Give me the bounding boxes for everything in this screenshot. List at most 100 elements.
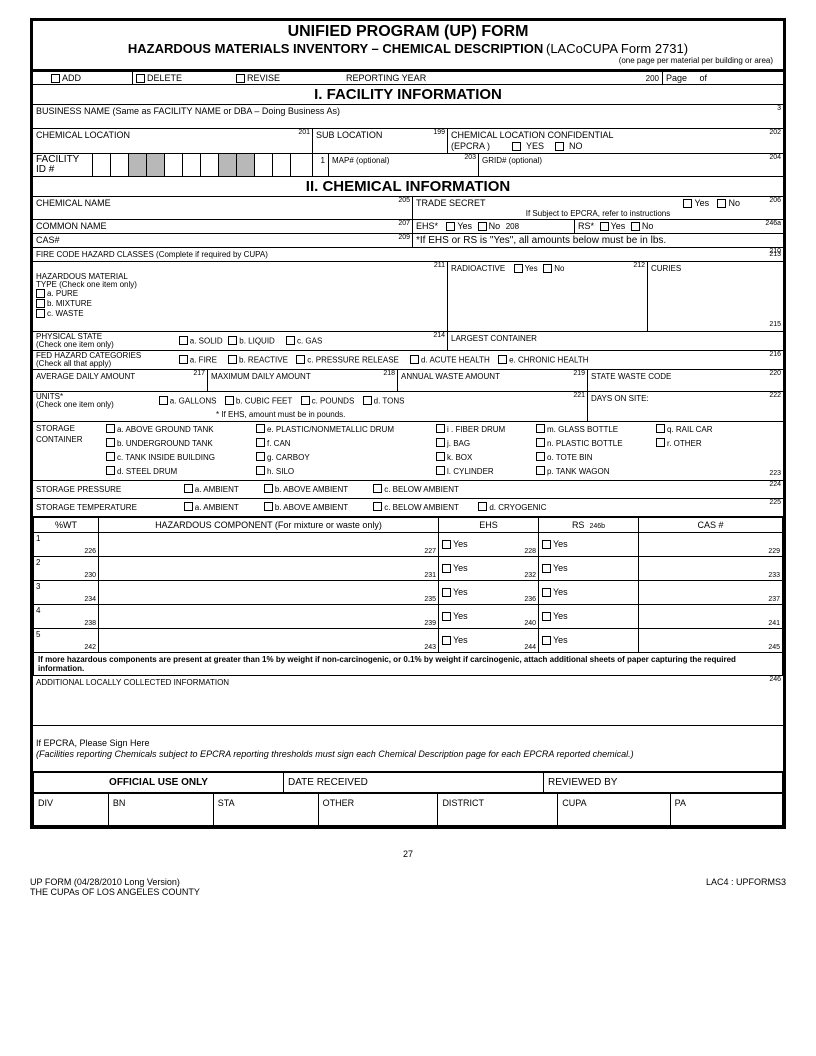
bn-cell[interactable]: BN	[108, 793, 213, 825]
confidential-field: CHEMICAL LOCATION CONFIDENTIAL (EPCRA ) …	[448, 129, 783, 153]
mixture-checkbox[interactable]	[36, 299, 45, 308]
section-2-header: II. CHEMICAL INFORMATION	[33, 177, 783, 197]
pa-cell[interactable]: PA	[670, 793, 782, 825]
cubic-checkbox[interactable]	[225, 396, 234, 405]
gallons-checkbox[interactable]	[159, 396, 168, 405]
cupa-cell[interactable]: CUPA	[558, 793, 670, 825]
radio-no-checkbox[interactable]	[543, 264, 552, 273]
comp-ehs-4-checkbox[interactable]	[442, 612, 451, 621]
col-cas: CAS #	[639, 517, 783, 532]
sc-a-checkbox[interactable]	[106, 424, 115, 433]
grid-field[interactable]: GRID# (optional)204	[479, 154, 783, 176]
solid-checkbox[interactable]	[179, 336, 188, 345]
reactive-checkbox[interactable]	[228, 355, 237, 364]
fire-code-field[interactable]: FIRE CODE HAZARD CLASSES (Complete if re…	[33, 248, 783, 261]
comp-ehs-3-checkbox[interactable]	[442, 588, 451, 597]
sc-r-checkbox[interactable]	[656, 438, 665, 447]
common-name-field[interactable]: COMMON NAME207	[33, 220, 413, 233]
pressure-checkbox[interactable]	[296, 355, 305, 364]
comp-rs-3-checkbox[interactable]	[542, 588, 551, 597]
sc-m-checkbox[interactable]	[536, 424, 545, 433]
comp-ehs-2-checkbox[interactable]	[442, 564, 451, 573]
chem-location-field[interactable]: CHEMICAL LOCATION 201	[33, 129, 313, 153]
liquid-checkbox[interactable]	[228, 336, 237, 345]
title-formref: (LACoCUPA Form 2731)	[546, 41, 688, 56]
units-field: UNITS* (Check one item only) a. GALLONS …	[33, 392, 588, 421]
date-received-label: DATE RECEIVED	[284, 772, 544, 792]
of-label: of	[700, 73, 708, 83]
sub-location-field[interactable]: SUB LOCATION 199	[313, 129, 448, 153]
chem-name-field[interactable]: CHEMICAL NAME205	[33, 197, 413, 219]
revise-checkbox[interactable]	[236, 74, 245, 83]
conf-no-checkbox[interactable]	[555, 142, 564, 151]
ehs-no-checkbox[interactable]	[478, 222, 487, 231]
rs-yes-checkbox[interactable]	[600, 222, 609, 231]
comp-rs-1-checkbox[interactable]	[542, 540, 551, 549]
temp-d-checkbox[interactable]	[478, 502, 487, 511]
days-on-site-field[interactable]: DAYS ON SITE:222	[588, 392, 783, 421]
temp-b-checkbox[interactable]	[264, 502, 273, 511]
temp-c-checkbox[interactable]	[373, 502, 382, 511]
rs-no-checkbox[interactable]	[631, 222, 640, 231]
sc-q-checkbox[interactable]	[656, 424, 665, 433]
delete-checkbox[interactable]	[136, 74, 145, 83]
sc-e-checkbox[interactable]	[256, 424, 265, 433]
components-table: %WT HAZARDOUS COMPONENT (For mixture or …	[33, 517, 783, 653]
sc-g-checkbox[interactable]	[256, 452, 265, 461]
comp-rs-4-checkbox[interactable]	[542, 612, 551, 621]
col-rs: RS 246b	[539, 517, 639, 532]
ts-no-checkbox[interactable]	[717, 199, 726, 208]
largest-container-field[interactable]: LARGEST CONTAINER215	[448, 332, 783, 350]
comp-rs-2-checkbox[interactable]	[542, 564, 551, 573]
sc-i-checkbox[interactable]	[436, 424, 445, 433]
district-cell[interactable]: DISTRICT	[438, 793, 558, 825]
sc-d-checkbox[interactable]	[106, 466, 115, 475]
temp-a-checkbox[interactable]	[184, 502, 193, 511]
add-checkbox[interactable]	[51, 74, 60, 83]
pure-checkbox[interactable]	[36, 289, 45, 298]
storage-container-field: STORAGE CONTAINER a. ABOVE GROUND TANK b…	[33, 422, 783, 480]
cas-field[interactable]: CAS#209	[33, 234, 413, 247]
sc-c-checkbox[interactable]	[106, 452, 115, 461]
more-components-note: If more hazardous components are present…	[33, 653, 783, 676]
tons-checkbox[interactable]	[363, 396, 372, 405]
fire-checkbox[interactable]	[179, 355, 188, 364]
waste-checkbox[interactable]	[36, 309, 45, 318]
press-c-checkbox[interactable]	[373, 484, 382, 493]
ehs-yes-checkbox[interactable]	[446, 222, 455, 231]
acute-checkbox[interactable]	[410, 355, 419, 364]
chronic-checkbox[interactable]	[498, 355, 507, 364]
max-amount-label: MAXIMUM DAILY AMOUNT	[211, 372, 311, 381]
sc-k-checkbox[interactable]	[436, 452, 445, 461]
sc-h-checkbox[interactable]	[256, 466, 265, 475]
business-name-field[interactable]: BUSINESS NAME (Same as FACILITY NAME or …	[33, 105, 783, 128]
page-number: 27	[30, 849, 786, 859]
radio-yes-checkbox[interactable]	[514, 264, 523, 273]
sta-cell[interactable]: STA	[213, 793, 318, 825]
section-1-header: I. FACILITY INFORMATION	[33, 85, 783, 105]
sc-j-checkbox[interactable]	[436, 438, 445, 447]
press-b-checkbox[interactable]	[264, 484, 273, 493]
sc-n-checkbox[interactable]	[536, 438, 545, 447]
map-field[interactable]: MAP# (optional)203	[329, 154, 479, 176]
pounds-checkbox[interactable]	[301, 396, 310, 405]
other-cell[interactable]: OTHER	[318, 793, 438, 825]
sc-p-checkbox[interactable]	[536, 466, 545, 475]
additional-info-field[interactable]: ADDITIONAL LOCALLY COLLECTED INFORMATION…	[33, 676, 783, 725]
sc-l-checkbox[interactable]	[436, 466, 445, 475]
sc-b-checkbox[interactable]	[106, 438, 115, 447]
comp-ehs-5-checkbox[interactable]	[442, 636, 451, 645]
sc-f-checkbox[interactable]	[256, 438, 265, 447]
ts-yes-checkbox[interactable]	[683, 199, 692, 208]
div-cell[interactable]: DIV	[34, 793, 109, 825]
curies-field[interactable]: CURIES213	[648, 262, 783, 330]
conf-yes-checkbox[interactable]	[512, 142, 521, 151]
title-block: UNIFIED PROGRAM (UP) FORM HAZARDOUS MATE…	[33, 21, 783, 72]
press-a-checkbox[interactable]	[184, 484, 193, 493]
facility-id-grid[interactable]	[93, 154, 312, 176]
comp-rs-5-checkbox[interactable]	[542, 636, 551, 645]
sc-o-checkbox[interactable]	[536, 452, 545, 461]
comp-ehs-1-checkbox[interactable]	[442, 540, 451, 549]
col-component: HAZARDOUS COMPONENT (For mixture or wast…	[99, 517, 439, 532]
gas-checkbox[interactable]	[286, 336, 295, 345]
